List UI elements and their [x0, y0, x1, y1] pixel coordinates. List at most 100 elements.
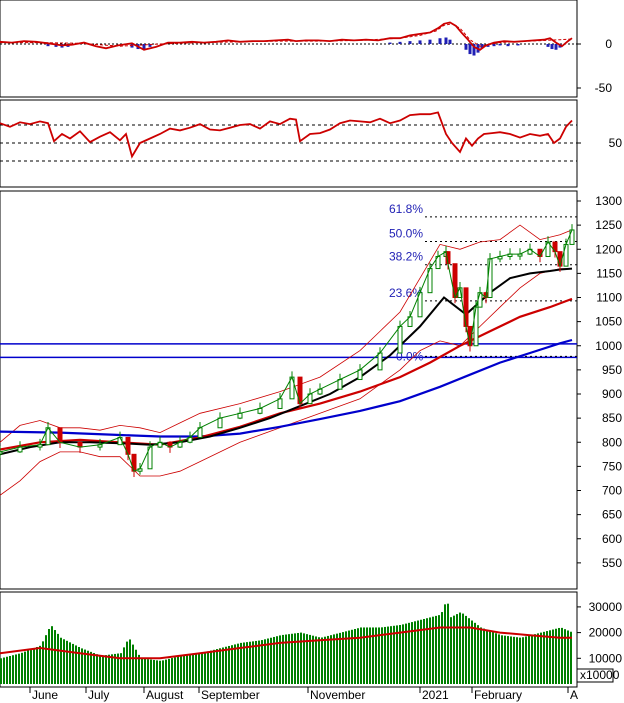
volume-bar	[177, 656, 179, 684]
volume-bar	[531, 634, 533, 684]
volume-bar	[129, 639, 131, 684]
fibonacci-level-label: 23.6%	[389, 286, 423, 300]
rsi-tick-label: 50	[609, 136, 623, 150]
fibonacci-level-label: 38.2%	[389, 250, 423, 264]
volume-bar	[402, 624, 404, 684]
volume-bar	[258, 640, 260, 684]
volume-bar	[171, 658, 173, 684]
volume-bar	[543, 631, 545, 684]
macd-tick-label: -50	[595, 81, 613, 95]
volume-bar	[357, 628, 359, 684]
volume-bar	[237, 643, 239, 684]
volume-bar	[30, 649, 32, 684]
macd-histogram-bar	[148, 44, 152, 47]
volume-bar	[423, 618, 425, 684]
macd-tick-label: 0	[605, 37, 612, 51]
volume-bar	[144, 658, 146, 684]
candle-body	[277, 398, 283, 409]
volume-bar	[444, 604, 446, 684]
volume-bar	[417, 620, 419, 684]
price-tick-label: 1200	[595, 242, 622, 256]
volume-bar	[525, 636, 527, 684]
volume-bar	[507, 636, 509, 684]
macd-histogram-bar	[464, 44, 468, 50]
volume-bar	[270, 637, 272, 684]
volume-bar	[135, 649, 137, 684]
volume-bar	[201, 652, 203, 684]
volume-tick-label: 10000	[589, 651, 623, 665]
volume-bar	[117, 653, 119, 684]
volume-bar	[279, 635, 281, 684]
volume-bar	[108, 654, 110, 684]
ma-slow-line	[0, 338, 573, 438]
bollinger-upper-band	[0, 224, 573, 443]
macd-histogram-bar	[554, 44, 558, 50]
volume-bar	[123, 647, 125, 684]
volume-bar	[249, 641, 251, 684]
price-close-line	[0, 229, 573, 472]
volume-bar	[339, 632, 341, 684]
volume-bar	[255, 640, 257, 684]
volume-bar	[9, 655, 11, 684]
volume-bar	[240, 642, 242, 684]
ma-fast-line	[0, 267, 573, 456]
volume-bar	[60, 637, 62, 684]
volume-bar	[303, 633, 305, 684]
volume-bar	[33, 648, 35, 684]
macd-histogram-bar	[546, 44, 550, 47]
volume-bar	[132, 644, 134, 684]
volume-bar	[348, 630, 350, 684]
volume-bar	[18, 653, 20, 684]
price-panel: 1300 1250 1200 1150 1100 1050 1000 950 900 850 800…	[0, 190, 622, 590]
price-tick-label: 900	[602, 387, 622, 401]
candle-body	[337, 379, 343, 390]
volume-bar	[156, 660, 158, 684]
rsi-panel: 50	[0, 99, 623, 188]
volume-bar	[411, 622, 413, 684]
macd-histogram-bar	[550, 44, 554, 50]
volume-bar	[396, 625, 398, 684]
volume-bar	[492, 632, 494, 684]
volume-bar	[561, 627, 563, 684]
volume-bar	[318, 637, 320, 684]
volume-bar	[519, 637, 521, 684]
volume-bar	[459, 612, 461, 684]
macd-histogram-bar	[472, 44, 476, 56]
volume-bar	[276, 636, 278, 684]
volume-bar	[489, 630, 491, 684]
volume-bar	[570, 631, 572, 684]
volume-bar	[120, 653, 122, 684]
price-tick-label: 550	[602, 556, 622, 570]
volume-bar	[351, 629, 353, 684]
macd-histogram-bar	[506, 44, 510, 47]
macd-line	[0, 21, 573, 51]
volume-bar	[114, 653, 116, 684]
candle-body	[377, 352, 383, 371]
volume-bar	[180, 655, 182, 684]
candle-body	[397, 325, 403, 354]
volume-bar	[159, 660, 161, 684]
time-axis-label: February	[474, 688, 522, 702]
macd-histogram-bar	[398, 41, 402, 44]
volume-bar	[291, 633, 293, 684]
time-axis-label: June	[32, 688, 58, 702]
volume-bar	[267, 638, 269, 684]
volume-bar	[12, 655, 14, 684]
volume-tick-label: 30000	[589, 600, 623, 614]
volume-bar	[471, 620, 473, 684]
volume-bar	[42, 641, 44, 684]
volume-bar	[15, 654, 17, 684]
volume-bar	[408, 622, 410, 684]
volume-bar	[63, 639, 65, 684]
volume-bar	[420, 619, 422, 684]
volume-bar	[468, 618, 470, 684]
volume-bar	[183, 655, 185, 684]
volume-bar	[198, 653, 200, 684]
volume-bar	[222, 647, 224, 684]
volume-unit-label: x10000	[580, 668, 620, 682]
volume-bar	[126, 641, 128, 684]
volume-bar	[45, 635, 47, 684]
volume-bar	[252, 641, 254, 684]
volume-bar	[513, 636, 515, 684]
